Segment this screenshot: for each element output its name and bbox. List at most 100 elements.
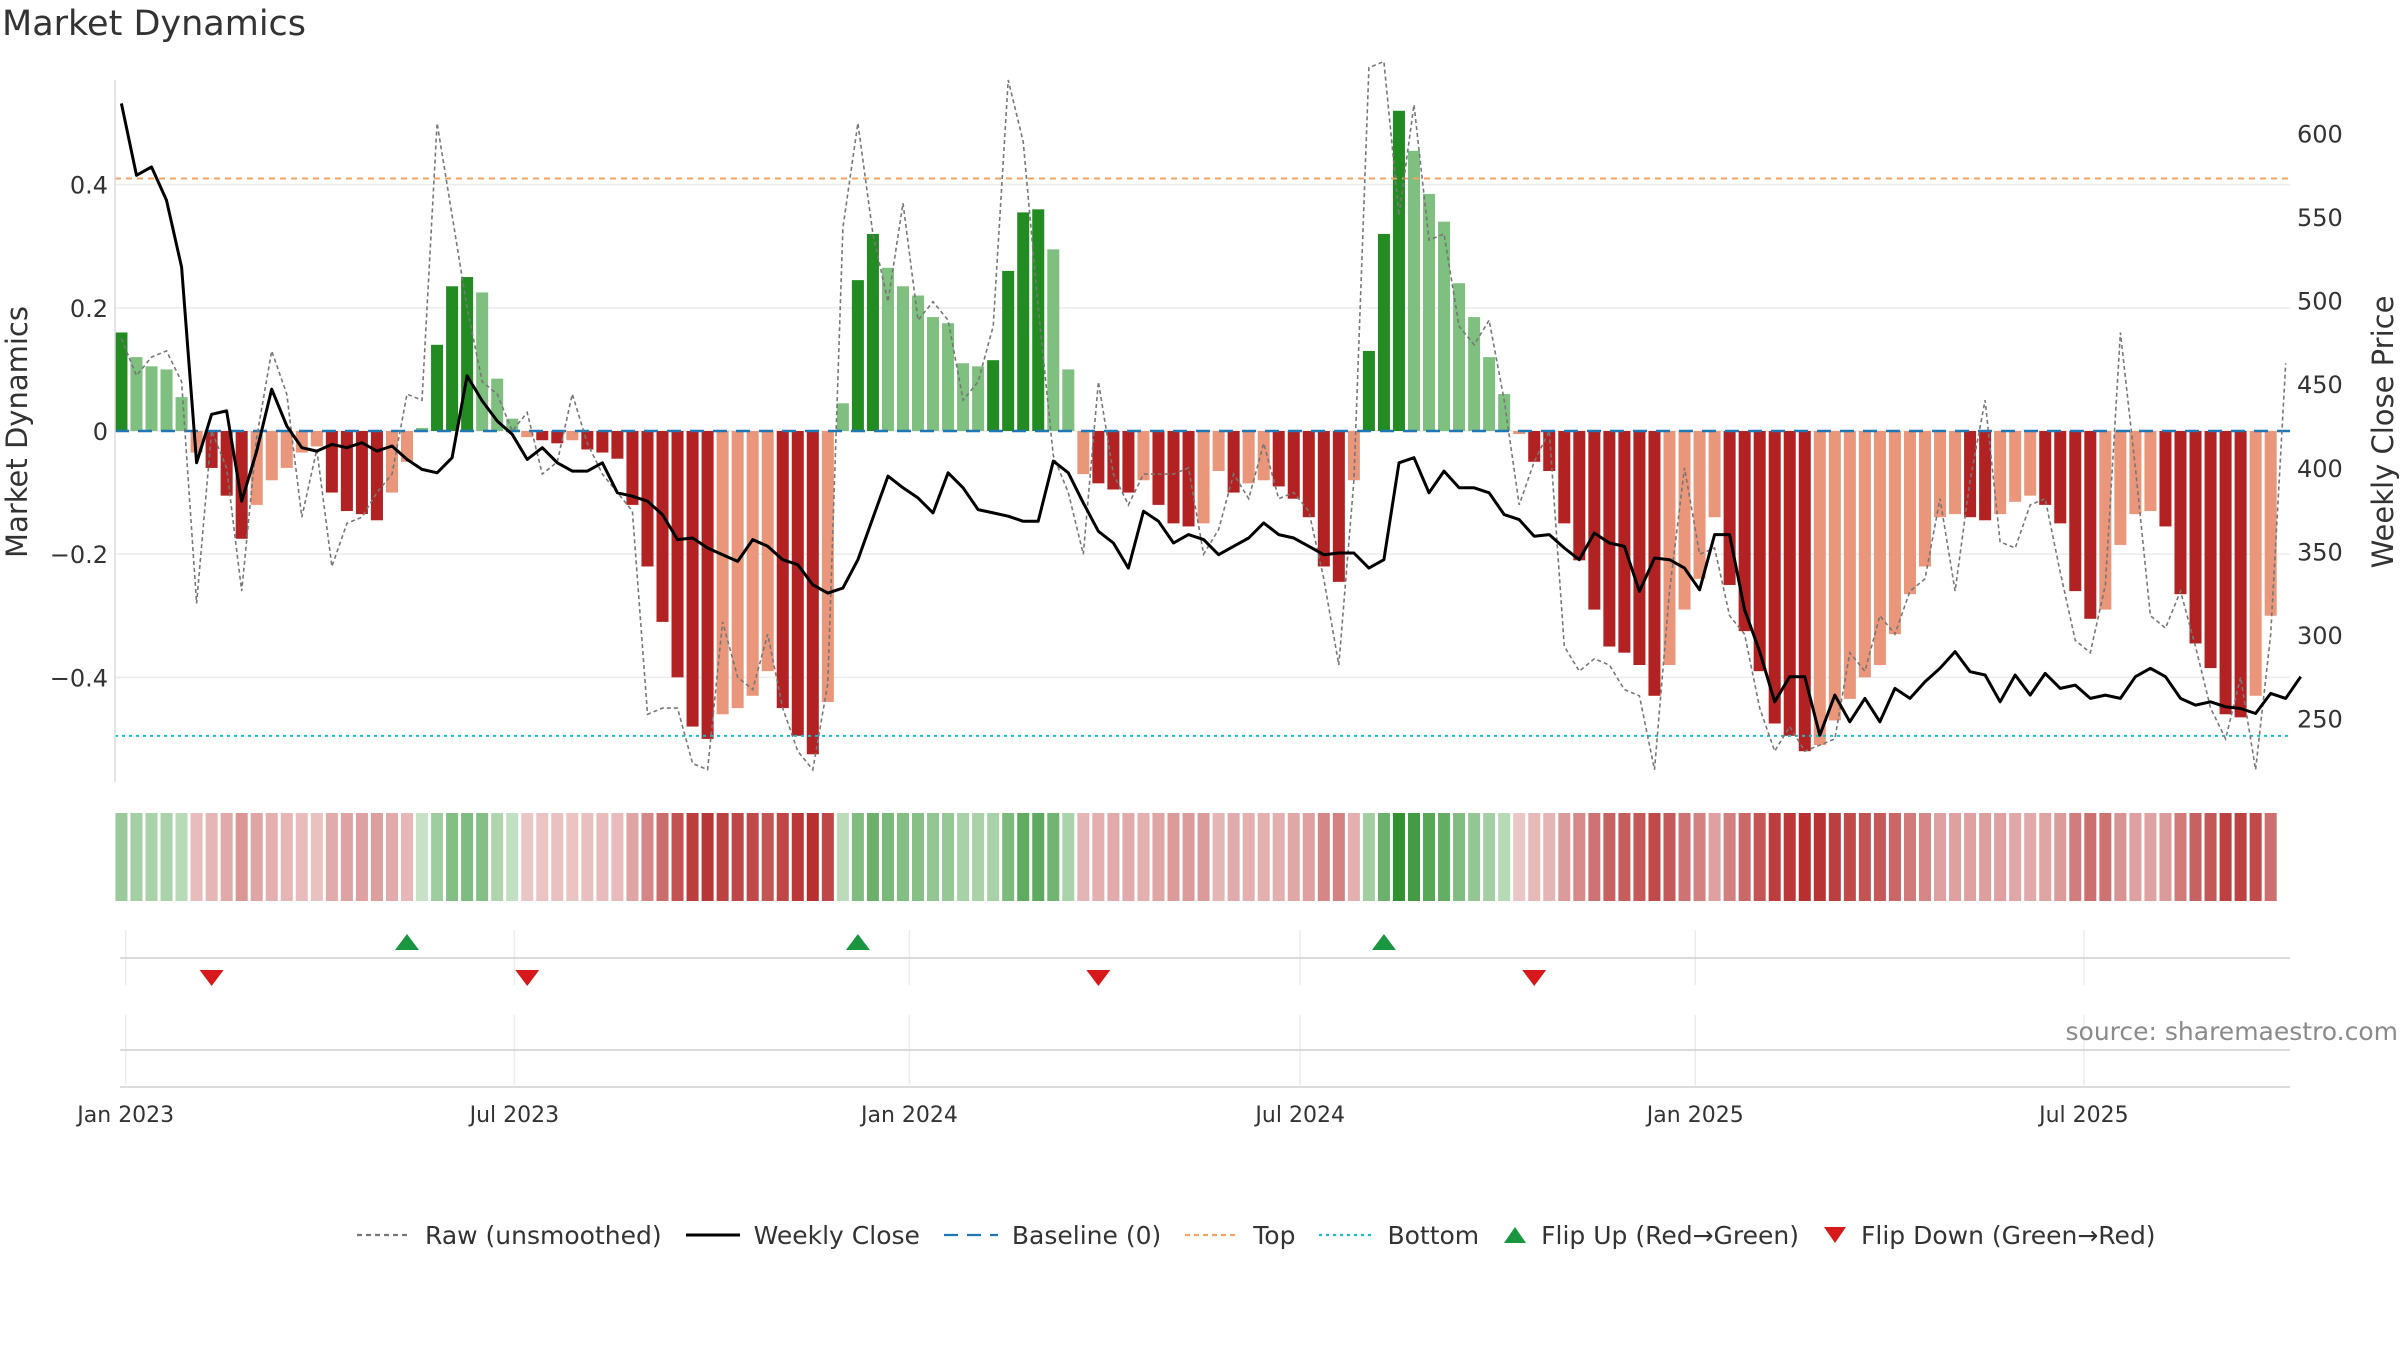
y2-tick-label: 250 [2297,705,2343,733]
bar [1032,209,1045,431]
x-tick-label: Jul 2023 [468,1103,560,1128]
bar [881,267,894,431]
close-line [119,103,2302,737]
bar [160,369,173,431]
strip-cell [851,813,864,901]
strip-cell [911,813,925,901]
strip-cell [115,813,128,901]
strip-cell [461,813,474,901]
strip-cell [325,813,338,901]
y-tick-label: −0.4 [50,664,108,692]
bar [686,431,699,727]
bar [1994,431,2007,515]
strip-cell [1573,813,1586,901]
strip-cell [896,813,909,901]
bar [1002,270,1015,431]
axes: 0.4 0.2 0 −0.2 −0.4 600 550 500 450 400 350 300 250 J… [50,80,2343,1128]
bar [1843,431,1856,699]
x-tick-label: Jan 2024 [859,1103,958,1128]
bar [1738,431,1751,632]
strip-cell [280,813,293,901]
strip-cell [927,813,940,901]
bar [2159,431,2172,527]
legend-label: Flip Up (Red→Green) [1541,1220,1800,1250]
bar [1227,431,1240,493]
strip-cell [340,813,353,901]
strip-cell [2129,813,2142,901]
strip-cell [1588,813,1601,901]
bar [1558,431,1571,524]
bar [130,357,143,431]
strip-cell [536,813,549,901]
bar [1302,431,1315,518]
y-tick-label: 0.4 [70,172,108,200]
legend-label: Flip Down (Green→Red) [1861,1220,2156,1250]
strip-cell [821,813,834,901]
strip-cell [1423,813,1436,901]
bar [1949,431,1962,515]
strip-cell [596,813,609,901]
legend-label: Weekly Close [753,1220,920,1250]
strip-cell [1888,813,1901,901]
legend-item: Bottom [1317,1221,1479,1250]
legend-swatch [943,1233,998,1237]
bar [1934,431,1947,518]
bar [1242,431,1255,484]
strip-cell [881,813,894,901]
bar [731,431,744,709]
bar [2234,431,2247,718]
bar [1528,431,1541,462]
strip-cell [1708,813,1721,901]
bar [1122,431,1135,493]
bar [836,403,849,431]
strip-cell [1483,813,1496,901]
bar [1332,431,1345,582]
y-tick-label: −0.2 [50,541,108,569]
strip-cell [491,813,504,901]
strip-cell [1903,813,1916,901]
grid-layer [115,183,2290,1085]
strip-cell [446,813,459,901]
bar [2249,431,2262,696]
bar [1783,431,1796,736]
strip-cell [220,813,233,901]
strip-cell [761,813,774,901]
flip-down-marker [199,970,224,986]
strip-cell [1152,813,1165,901]
strip-cell [2249,813,2262,901]
bar [566,431,579,441]
bar [2099,431,2112,610]
strip-cell [806,813,819,901]
bar [671,431,684,678]
bar [896,286,909,431]
flip-markers [199,934,1547,986]
bar [310,431,323,447]
strip-cell [235,813,248,901]
strip-cell [2009,813,2022,901]
strip-cell [1783,813,1796,901]
bar [1212,431,1225,472]
y2-axis-label: Weekly Close Price [2366,296,2400,569]
bar [1362,350,1375,431]
bar [175,397,188,431]
strip-cell [416,813,429,901]
bar [370,431,383,521]
bar [1107,431,1120,490]
strip-cell [836,813,849,901]
bar [911,295,925,431]
bar [1182,431,1195,527]
bar [1392,110,1405,431]
legend-swatch [1319,1233,1374,1237]
legend-label: Top [1253,1220,1296,1250]
strip-cell [1678,813,1691,901]
bar [2069,431,2082,592]
bar [2009,431,2022,502]
strip-cell [731,813,744,901]
strip-cell [866,813,879,901]
legend-label: Baseline (0) [1011,1220,1162,1250]
strip-cell [431,813,444,901]
bar [1663,431,1676,665]
strip-cell [1122,813,1135,901]
bar [1513,431,1526,435]
bar [1903,431,1916,595]
